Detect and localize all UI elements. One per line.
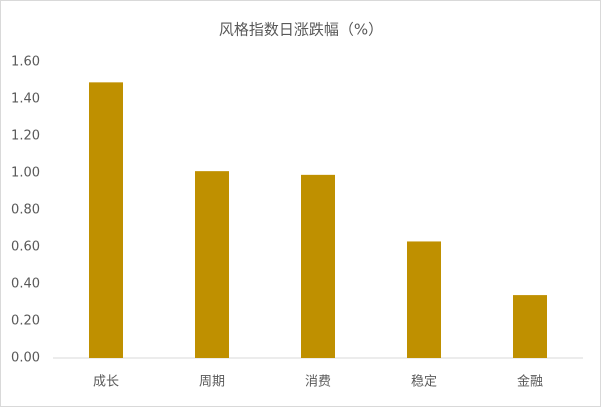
bar <box>513 295 547 358</box>
y-tick-label: 0.20 <box>11 314 40 329</box>
x-tick-label: 稳定 <box>411 374 437 390</box>
bar <box>301 174 335 358</box>
x-tick-label: 消费 <box>305 375 331 390</box>
x-tick-label: 成长 <box>93 375 119 390</box>
y-tick-label: 0.00 <box>11 351 40 366</box>
x-tick-label: 周期 <box>199 375 225 390</box>
y-tick-label: 0.40 <box>11 277 40 292</box>
y-tick-label: 0.60 <box>11 240 40 255</box>
bar <box>89 82 123 358</box>
y-tick-label: 1.40 <box>11 92 40 107</box>
y-tick-label: 1.00 <box>11 166 40 181</box>
y-tick-label: 0.80 <box>11 203 40 218</box>
chart-title: 风格指数日涨跌幅（%） <box>219 21 383 39</box>
bar <box>407 241 441 358</box>
bar <box>195 171 229 358</box>
x-tick-label: 金融 <box>517 374 543 390</box>
y-tick-label: 1.60 <box>11 55 40 70</box>
y-tick-label: 1.20 <box>11 129 40 144</box>
